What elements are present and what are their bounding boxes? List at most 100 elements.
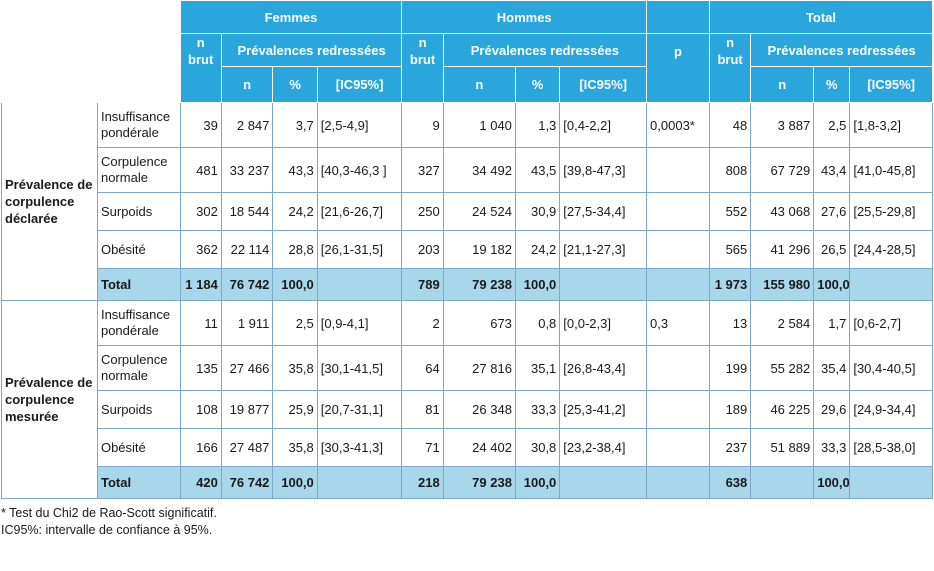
header-p: p <box>646 33 710 103</box>
header-femmes: Femmes <box>179 0 403 34</box>
cell-h-n: 26 348 <box>442 390 516 429</box>
cell-h-brut: 789 <box>401 268 444 301</box>
cell-t-ic: [28,5-38,0] <box>849 428 933 467</box>
header-total-prevalences: Prévalences redressées <box>750 33 933 67</box>
cell-f-n: 19 877 <box>220 390 274 429</box>
cell-t-pct: 43,4 <box>813 147 851 193</box>
cell-h-pct: 43,5 <box>514 147 561 193</box>
cell-h-brut: 71 <box>401 428 444 467</box>
cell-f-brut: 1 184 <box>179 268 222 301</box>
cell-f-n: 76 742 <box>220 268 274 301</box>
cell-f-brut: 420 <box>179 466 222 499</box>
cell-t-pct: 1,7 <box>813 300 851 346</box>
cell-t-brut: 552 <box>708 192 752 231</box>
cell-p <box>646 428 710 467</box>
table-row: Surpoids 302 18 544 24,2 [21,6-26,7] 250 24 52… <box>2 192 933 231</box>
cell-t-pct: 26,5 <box>813 230 851 269</box>
cell-f-pct: 35,8 <box>272 428 318 467</box>
cell-t-pct: 29,6 <box>813 390 851 429</box>
prevalence-table: Femmes Hommes Total n brut Prévalences re… <box>1 0 934 499</box>
group-label: Prévalence de corpulence mesurée <box>1 300 98 499</box>
cell-h-pct: 0,8 <box>514 300 561 346</box>
cell-h-ic <box>559 268 648 301</box>
cell-t-n: 3 887 <box>750 102 815 148</box>
cell-f-pct: 2,5 <box>272 300 318 346</box>
header-femmes-n-brut: n brut <box>179 33 222 103</box>
header-hommes-n: n <box>442 66 516 103</box>
table-notes: * Test du Chi2 de Rao-Scott significatif… <box>1 505 934 539</box>
header-total-ic: [IC95%] <box>849 66 933 103</box>
header-hommes-prevalences: Prévalences redressées <box>442 33 648 67</box>
n-label: n <box>196 35 205 50</box>
n-label: n <box>418 35 427 50</box>
cell-t-ic: [24,4-28,5] <box>849 230 933 269</box>
brut-label: brut <box>717 52 743 67</box>
cell-f-ic: [26,1-31,5] <box>316 230 403 269</box>
header-hommes-pct: % <box>514 66 561 103</box>
cell-h-n: 673 <box>442 300 516 346</box>
cell-t-n <box>750 466 815 499</box>
cell-t-n: 67 729 <box>750 147 815 193</box>
cell-t-n: 155 980 <box>750 268 815 301</box>
header-femmes-ic: [IC95%] <box>316 66 403 103</box>
header-total: Total <box>708 0 934 34</box>
cell-t-brut: 189 <box>708 390 752 429</box>
cell-t-ic: [25,5-29,8] <box>849 192 933 231</box>
cell-f-brut: 11 <box>179 300 222 346</box>
cell-h-brut: 218 <box>401 466 444 499</box>
header-total-n: n <box>750 66 815 103</box>
cell-h-pct: 35,1 <box>514 345 561 391</box>
header-p-top <box>646 0 710 34</box>
category-cell: Surpoids <box>96 192 181 231</box>
cell-f-ic: [30,3-41,3] <box>316 428 403 467</box>
cell-p <box>646 230 710 269</box>
table-header: Femmes Hommes Total n brut Prévalences re… <box>1 0 934 103</box>
cell-f-brut: 166 <box>179 428 222 467</box>
cell-t-ic: [1,8-3,2] <box>849 102 933 148</box>
cell-t-brut: 237 <box>708 428 752 467</box>
cell-f-ic <box>316 466 403 499</box>
cell-t-pct: 27,6 <box>813 192 851 231</box>
cell-f-brut: 39 <box>179 102 222 148</box>
category-cell: Insuffisance pondérale <box>96 102 181 148</box>
cell-p: 0,3 <box>646 300 710 346</box>
cell-p <box>646 268 710 301</box>
cell-f-ic: [2,5-4,9] <box>316 102 403 148</box>
cell-f-brut: 108 <box>179 390 222 429</box>
cell-h-n: 1 040 <box>442 102 516 148</box>
cell-p <box>646 147 710 193</box>
category-cell: Corpulence normale <box>96 147 181 193</box>
cell-h-pct: 100,0 <box>514 268 561 301</box>
cell-h-pct: 30,9 <box>514 192 561 231</box>
cell-h-pct: 1,3 <box>514 102 561 148</box>
cell-h-n: 24 524 <box>442 192 516 231</box>
header-total-pct: % <box>813 66 851 103</box>
cell-t-ic: [0,6-2,7] <box>849 300 933 346</box>
table-row: Corpulence normale 481 33 237 43,3 [40,3-46,… <box>2 147 933 193</box>
cell-f-brut: 302 <box>179 192 222 231</box>
cell-f-pct: 25,9 <box>272 390 318 429</box>
cell-h-brut: 64 <box>401 345 444 391</box>
cell-h-brut: 2 <box>401 300 444 346</box>
category-cell: Obésité <box>96 230 181 269</box>
cell-f-ic: [21,6-26,7] <box>316 192 403 231</box>
cell-f-n: 2 847 <box>220 102 274 148</box>
header-femmes-prevalences: Prévalences redressées <box>220 33 403 67</box>
cell-p <box>646 466 710 499</box>
cell-f-pct: 100,0 <box>272 268 318 301</box>
header-hommes-n-brut: n brut <box>401 33 444 103</box>
category-cell: Surpoids <box>96 390 181 429</box>
cell-h-ic: [0,4-2,2] <box>559 102 648 148</box>
total-row: Total 420 76 742 100,0 218 79 238 100,0 638 100,… <box>2 466 933 499</box>
cell-t-ic <box>849 466 933 499</box>
cell-h-brut: 327 <box>401 147 444 193</box>
total-row: Total 1 184 76 742 100,0 789 79 238 100,0 1 973… <box>2 268 933 301</box>
cell-h-n: 34 492 <box>442 147 516 193</box>
category-cell: Total <box>96 268 181 301</box>
cell-t-pct: 100,0 <box>813 268 851 301</box>
cell-h-ic: [23,2-38,4] <box>559 428 648 467</box>
cell-f-pct: 100,0 <box>272 466 318 499</box>
cell-p <box>646 390 710 429</box>
cell-f-pct: 43,3 <box>272 147 318 193</box>
cell-h-pct: 24,2 <box>514 230 561 269</box>
